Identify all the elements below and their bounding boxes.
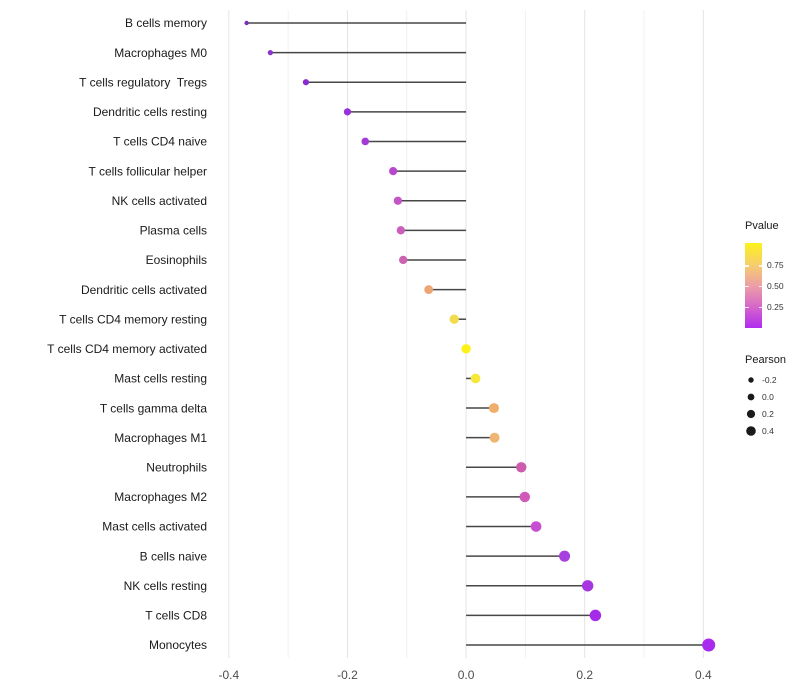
y-axis-label: Macrophages M2 (114, 490, 207, 504)
y-axis-label: B cells memory (125, 16, 207, 30)
x-axis-tick-label: -0.4 (218, 668, 239, 682)
data-point (424, 285, 434, 294)
pearson-key-label: -0.2 (762, 374, 777, 385)
data-point (461, 344, 471, 354)
y-axis-label: T cells CD4 naive (113, 135, 207, 149)
data-point (393, 196, 403, 205)
pearson-key-row: 0.4 (745, 422, 800, 439)
pearson-key-dot-icon (746, 425, 756, 436)
pearson-key-row: 0.2 (745, 405, 800, 422)
y-axis-label: T cells regulatory Tregs (79, 75, 207, 89)
y-axis-label: Mast cells resting (114, 372, 207, 386)
x-axis-tick-label: 0.0 (458, 668, 475, 682)
y-axis-label: Macrophages M0 (114, 46, 207, 60)
colorbar-tick (745, 265, 749, 267)
pearson-key-dot (746, 409, 756, 418)
y-axis-label: Monocytes (149, 638, 207, 652)
x-axis-tick-label: 0.2 (576, 668, 593, 682)
pearson-key-label: 0.2 (762, 408, 774, 419)
pvalue-legend-title: Pvalue (745, 220, 779, 232)
pvalue-legend: Pvalue 0.75 0.50 0.25 (745, 220, 800, 328)
pearson-key-row: 0.0 (745, 388, 800, 405)
data-point (519, 491, 531, 503)
data-point (470, 373, 481, 384)
data-point (489, 432, 500, 443)
pearson-key-dot-icon (748, 376, 754, 383)
data-point (267, 50, 273, 56)
pearson-legend-title: Pearson (745, 354, 786, 366)
y-axis-label: T cells CD4 memory activated (47, 342, 207, 356)
data-point (396, 226, 405, 235)
data-point (559, 550, 571, 562)
data-point (389, 167, 398, 176)
colorbar-tick (745, 285, 749, 288)
colorbar-tick (758, 306, 762, 309)
pearson-key-row: -0.2 (745, 371, 800, 388)
y-axis-label: NK cells activated (112, 194, 207, 208)
colorbar-tick (758, 265, 762, 267)
colorbar-tick (745, 306, 749, 309)
colorbar-tick-label: 0.50 (767, 280, 784, 291)
y-axis-label: Mast cells activated (102, 520, 207, 534)
colorbar-tick (758, 285, 762, 288)
data-point (449, 314, 459, 324)
pearson-key-label: 0.0 (762, 391, 774, 402)
data-point (702, 638, 716, 652)
y-axis-label: Neutrophils (146, 461, 207, 475)
data-point (581, 580, 594, 592)
y-axis-label: Dendritic cells resting (93, 105, 207, 119)
pearson-legend: Pearson -0.2 0.0 0.2 0.4 (745, 354, 800, 439)
pearson-key-dot (746, 425, 756, 436)
colorbar-tick-label: 0.75 (767, 260, 784, 271)
pearson-key-dot (747, 393, 755, 400)
pearson-key-dot-icon (746, 409, 756, 418)
pearson-key-label: 0.4 (762, 425, 774, 436)
y-axis-label: Plasma cells (140, 224, 207, 238)
x-axis-tick-label: -0.2 (337, 668, 358, 682)
pearson-key-dot-icon (747, 393, 755, 400)
data-point (343, 108, 352, 116)
y-axis-label: T cells CD4 memory resting (59, 312, 207, 326)
y-axis-label: T cells follicular helper (89, 164, 208, 178)
data-point (589, 609, 602, 622)
data-point (516, 462, 527, 473)
colorbar-tick-label: 0.25 (767, 301, 784, 312)
data-point (361, 137, 370, 146)
data-point (488, 403, 499, 414)
y-axis-label: NK cells resting (124, 579, 207, 593)
y-axis-label: Eosinophils (146, 253, 207, 267)
data-point (244, 20, 249, 26)
legend: Pvalue 0.75 0.50 0.25 Pearson -0.2 (745, 220, 800, 439)
y-axis-label: B cells naive (140, 549, 208, 563)
data-point (399, 255, 408, 265)
y-axis-label: T cells CD8 (145, 609, 207, 623)
y-axis-label: Dendritic cells activated (81, 283, 207, 297)
x-axis-tick-label: 0.4 (695, 668, 712, 682)
pearson-key-dot (748, 376, 754, 383)
data-point (302, 79, 310, 86)
y-axis-label: Macrophages M1 (114, 431, 207, 445)
data-point (530, 521, 542, 532)
pearson-legend-keys: -0.2 0.0 0.2 0.4 (745, 371, 800, 439)
pvalue-colorbar: 0.75 0.50 0.25 (745, 243, 784, 328)
y-axis-label: T cells gamma delta (100, 401, 207, 415)
